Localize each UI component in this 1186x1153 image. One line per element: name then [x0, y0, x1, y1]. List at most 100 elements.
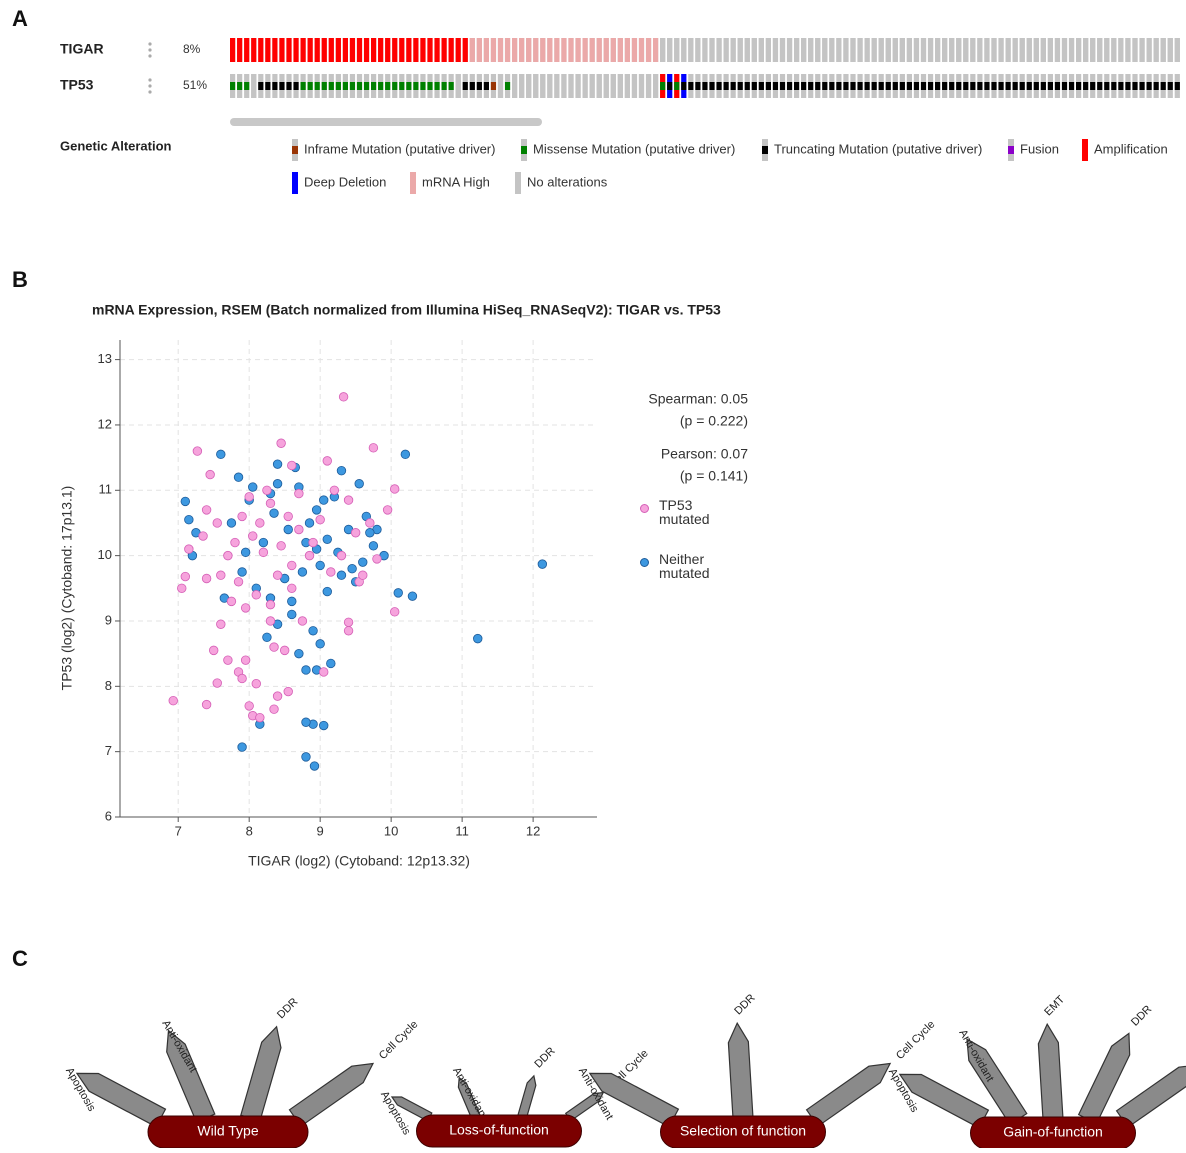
gene-label: TP53: [60, 77, 94, 93]
tool-blade: [1117, 1056, 1186, 1127]
sample-cell: [1034, 38, 1039, 62]
cell-fill: [357, 38, 362, 62]
legend-swatch: [410, 172, 416, 194]
sample-cell: [364, 74, 369, 98]
point: [185, 515, 194, 524]
sample-cell: [1006, 74, 1011, 98]
cell-fill: [1090, 38, 1095, 62]
point: [177, 584, 186, 593]
point: [181, 572, 190, 581]
sample-cell: [1139, 38, 1144, 62]
point: [316, 561, 325, 570]
cell-fill: [709, 38, 714, 62]
sample-cell: [667, 38, 672, 62]
point: [238, 743, 247, 752]
sample-cell: [836, 38, 841, 62]
cell-fill: [632, 74, 637, 98]
sample-cell: [322, 38, 327, 62]
point: [316, 640, 325, 649]
point: [238, 568, 247, 577]
sample-cell: [526, 38, 531, 62]
sample-cell: [427, 74, 432, 98]
cell-mutation: [237, 82, 242, 90]
scrollbar[interactable]: [230, 118, 542, 126]
cell-mutation: [1139, 82, 1144, 90]
sample-cell: [1013, 38, 1018, 62]
cell-mutation: [293, 82, 298, 90]
tool-label: Cell Cycle: [894, 1018, 937, 1061]
point: [277, 542, 286, 551]
cell-fill: [695, 38, 700, 62]
sample-cell: [385, 74, 390, 98]
cell-mutation: [371, 82, 376, 90]
cell-mutation: [815, 82, 820, 90]
sample-cell: [230, 38, 235, 62]
cell-fill: [1161, 38, 1166, 62]
point: [401, 450, 410, 459]
cell-mutation: [935, 82, 940, 90]
point: [305, 551, 314, 560]
point: [273, 460, 282, 469]
sample-cell: [336, 38, 341, 62]
sample-cell: [371, 38, 376, 62]
cell-mutation: [766, 82, 771, 90]
tool-label: DDR: [732, 992, 757, 1017]
sample-cell: [738, 74, 743, 98]
point: [284, 525, 293, 534]
point: [348, 564, 357, 573]
sample-cell: [286, 74, 291, 98]
cell-fill: [533, 74, 538, 98]
cell-fill: [512, 74, 517, 98]
tool: DDR: [517, 1042, 559, 1122]
sample-cell: [392, 38, 397, 62]
cell-fill: [942, 38, 947, 62]
cell-fill: [590, 38, 595, 62]
cell-fill: [787, 38, 792, 62]
point: [227, 597, 236, 606]
cell-mutation: [1027, 82, 1032, 90]
knife-label: Loss-of-function: [449, 1122, 549, 1138]
cell-fill: [632, 38, 637, 62]
point: [295, 649, 304, 658]
gene-label: TIGAR: [60, 41, 104, 57]
cell-fill: [322, 38, 327, 62]
sample-cell: [343, 38, 348, 62]
y-tick-label: 8: [105, 678, 112, 693]
chart-title: mRNA Expression, RSEM (Batch normalized …: [92, 302, 721, 318]
cell-fill: [984, 38, 989, 62]
cell-mutation: [907, 82, 912, 90]
sample-cell: [286, 38, 291, 62]
cell-fill: [618, 74, 623, 98]
cell-fill: [470, 38, 475, 62]
sample-cell: [547, 38, 552, 62]
sample-cell: [498, 38, 503, 62]
sample-cell: [618, 38, 623, 62]
sample-cell: [1027, 74, 1032, 98]
drag-handle: [148, 78, 151, 81]
cell-mutation: [399, 82, 404, 90]
sample-cell: [427, 38, 432, 62]
legend-title: Genetic Alteration: [60, 138, 172, 153]
sample-cell: [1154, 74, 1159, 98]
cell-fill: [597, 74, 602, 98]
tool-blade: [518, 1075, 538, 1119]
cell-mutation: [829, 82, 834, 90]
cell-fill: [1118, 38, 1123, 62]
y-tick-label: 9: [105, 612, 112, 627]
point: [369, 542, 378, 551]
annotation: (p = 0.141): [680, 468, 748, 484]
cell-mutation: [357, 82, 362, 90]
cell-mutation: [787, 82, 792, 90]
sample-cell: [597, 74, 602, 98]
sample-cell: [1034, 74, 1039, 98]
point: [263, 633, 272, 642]
point: [248, 532, 257, 541]
cell-fill: [456, 38, 461, 62]
cell-mutation: [378, 82, 383, 90]
cell-fill: [794, 38, 799, 62]
sample-cell: [230, 74, 235, 98]
point: [302, 753, 311, 762]
point: [206, 470, 215, 479]
cell-fill: [808, 38, 813, 62]
legend-swatch: [1082, 139, 1088, 161]
